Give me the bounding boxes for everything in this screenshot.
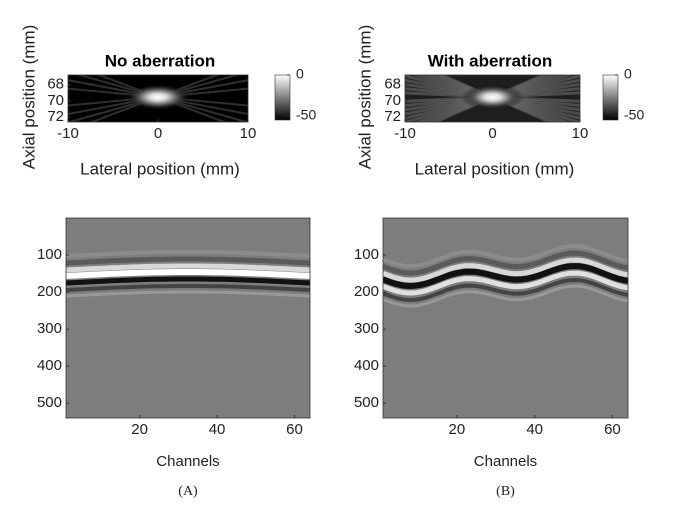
y-tick-label: 200 [354, 283, 379, 300]
plot-frame [382, 217, 629, 419]
x-tick-label: 40 [209, 421, 226, 438]
image-background [66, 218, 310, 418]
y-tick-label: 70 [47, 92, 64, 109]
x-tick-label: 20 [449, 421, 466, 438]
y-tick-label: 68 [47, 76, 64, 93]
caption: (A) [178, 484, 198, 499]
y-axis-label: Axial position (mm) [19, 25, 38, 170]
wavefront [66, 256, 310, 266]
image-background [383, 218, 628, 418]
x-tick-label: 60 [286, 421, 303, 438]
wavefront [383, 278, 628, 303]
wavefront [383, 257, 628, 283]
x-tick-label: 20 [131, 421, 148, 438]
chart-title: With aberration [428, 51, 553, 70]
y-tick-label: 500 [354, 394, 379, 411]
main-lobe [125, 83, 191, 111]
x-tick-label: 10 [240, 125, 257, 142]
chart-title: No aberration [105, 51, 216, 70]
wavefront [66, 269, 310, 279]
colorbar [602, 74, 619, 121]
x-axis-label: Channels [474, 453, 537, 470]
image [383, 218, 628, 418]
wavefront [383, 250, 628, 276]
y-tick-label: 200 [37, 283, 62, 300]
wavefront [66, 276, 310, 286]
y-tick-label: 400 [37, 357, 62, 374]
image [66, 218, 310, 418]
caption: (B) [496, 484, 515, 499]
y-tick-label: 500 [37, 394, 62, 411]
x-tick-label: 40 [526, 421, 543, 438]
plot-frame [65, 217, 311, 419]
wavefront [66, 290, 310, 298]
y-tick-label: 72 [384, 108, 401, 125]
y-tick-label: 72 [47, 108, 64, 125]
x-tick-label: -10 [394, 125, 416, 142]
colorbar [274, 74, 291, 121]
x-tick-label: 0 [488, 125, 496, 142]
colorbar-tick-label: 0 [624, 66, 632, 82]
wavefront [383, 263, 628, 290]
image [68, 75, 248, 122]
x-tick-label: 10 [572, 125, 589, 142]
wavefront [66, 263, 310, 273]
x-tick-label: 60 [604, 421, 621, 438]
y-tick-label: 100 [37, 246, 62, 263]
x-tick-label: -10 [57, 125, 79, 142]
x-axis-label: Lateral position (mm) [415, 159, 575, 178]
y-tick-label: 400 [354, 357, 379, 374]
y-axis-label: Axial position (mm) [355, 25, 374, 170]
y-tick-label: 70 [384, 92, 401, 109]
y-tick-label: 300 [37, 320, 62, 337]
wavefront [66, 250, 310, 258]
y-tick-label: 68 [384, 76, 401, 93]
wavefront [66, 284, 310, 292]
x-tick-label: 0 [154, 125, 162, 142]
y-tick-label: 300 [354, 320, 379, 337]
colorbar-tick-label: -50 [296, 107, 316, 123]
y-tick-label: 100 [354, 246, 379, 263]
wavefront [383, 270, 628, 296]
wavefront [383, 244, 628, 269]
colorbar-tick-label: -50 [624, 107, 644, 123]
image [405, 75, 580, 122]
x-axis-label: Channels [156, 453, 219, 470]
wavefront [383, 284, 628, 308]
x-axis-label: Lateral position (mm) [80, 159, 240, 178]
colorbar-tick-label: 0 [296, 66, 304, 82]
main-lobe [461, 83, 524, 111]
